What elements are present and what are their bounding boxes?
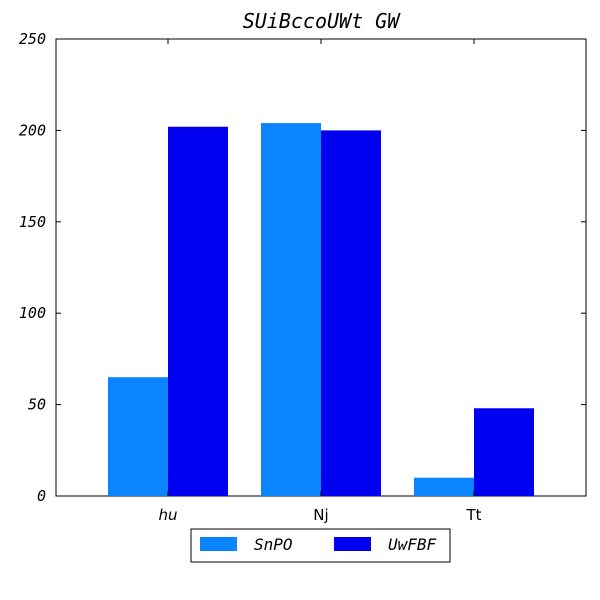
y-tick-label: 0 (37, 487, 46, 505)
y-tick-label: 50 (28, 396, 46, 414)
bars-layer (108, 123, 534, 496)
x-tick-label: hu (158, 506, 177, 524)
x-tick-label: Nj (313, 506, 328, 524)
y-tick-label: 200 (19, 121, 46, 139)
legend: SnPO UwFBF (190, 528, 451, 563)
legend-swatch (334, 537, 371, 551)
x-axis: hu Nj Tt (158, 39, 482, 524)
chart-title: SUiBccoUWt GW (243, 9, 401, 33)
y-tick-label: 150 (19, 213, 46, 231)
bar-SnPO-Nj (261, 123, 321, 496)
y-tick-label: 250 (19, 30, 46, 48)
y-axis: 0 50 100 150 200 250 (19, 30, 586, 505)
legend-label: SnPO (254, 535, 293, 554)
bar-UwFBF-hu (168, 126, 228, 496)
bar-SnPO-Tt (414, 477, 474, 496)
y-tick-label: 100 (19, 304, 46, 322)
bar-SnPO-hu (108, 377, 168, 496)
legend-label: UwFBF (388, 535, 437, 554)
legend-swatch (200, 537, 237, 551)
bar-UwFBF-Nj (321, 130, 381, 496)
legend-items: SnPO UwFBF (200, 535, 437, 554)
x-tick-label: Tt (465, 506, 481, 524)
bar-UwFBF-Tt (474, 408, 534, 496)
